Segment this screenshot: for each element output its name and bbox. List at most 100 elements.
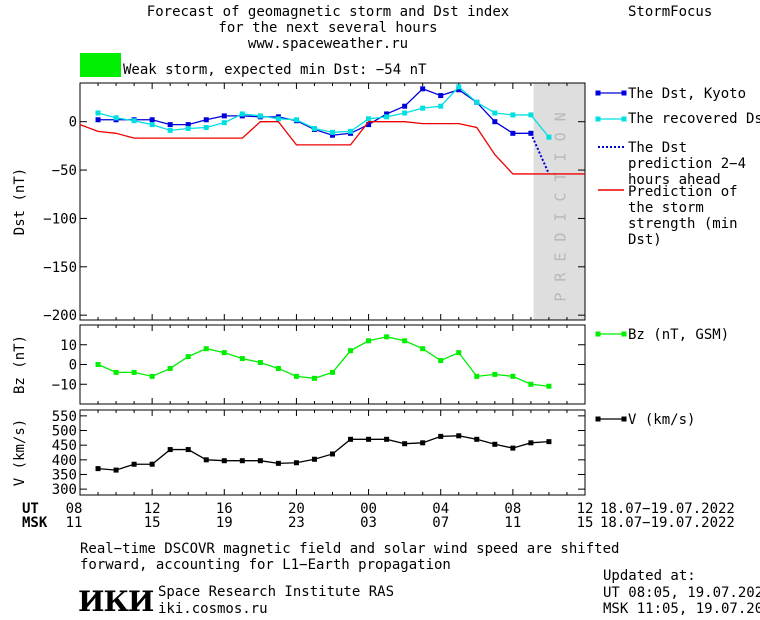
data-point: [131, 369, 137, 375]
data-point: [402, 110, 408, 116]
data-point: [366, 338, 372, 344]
ut-tick-label: 04: [432, 501, 450, 517]
data-point: [528, 440, 534, 446]
y-tick-label: −100: [43, 211, 77, 227]
data-point: [330, 369, 335, 375]
y-tick-label: 350: [52, 467, 77, 483]
data-point: [275, 460, 281, 466]
chart-title: Forecast of geomagnetic storm and Dst in…: [146, 4, 510, 20]
data-point: [438, 358, 444, 364]
data-point: [239, 111, 245, 117]
data-point: [311, 375, 317, 381]
data-point: [185, 125, 191, 131]
data-point: [492, 110, 498, 116]
data-point: [221, 120, 227, 126]
institute-url[interactable]: iki.cosmos.ru: [158, 601, 268, 617]
storm-status-text: Weak storm, expected min Dst: −54 nT: [123, 62, 427, 78]
y-tick-label: 0: [69, 115, 77, 131]
legend-marker-point: [595, 416, 601, 422]
data-point: [239, 356, 245, 362]
data-point: [95, 466, 101, 472]
data-point: [474, 99, 480, 105]
data-point: [149, 461, 155, 467]
legend-storm-strength: Prediction of the storm strength (min Ds…: [628, 184, 738, 248]
msk-tick-label: 07: [432, 515, 450, 531]
data-point: [492, 441, 498, 447]
legend-recovered-dst: The recovered Dst: [628, 111, 760, 127]
y-tick-label: 450: [52, 438, 77, 454]
prediction-label: PREDICTION: [551, 101, 569, 301]
data-point: [546, 134, 552, 140]
msk-tick-label: 23: [287, 515, 305, 531]
data-point: [528, 112, 534, 118]
data-point: [221, 458, 227, 464]
updated-msk: MSK 11:05, 19.07.2022: [603, 601, 760, 617]
data-point: [95, 362, 101, 367]
prediction-region: [533, 83, 585, 320]
data-point: [185, 447, 191, 453]
series-line-1: [97, 435, 549, 471]
storm-status-swatch: [80, 53, 121, 77]
data-point: [149, 117, 155, 123]
data-point: [185, 354, 191, 360]
data-point: [510, 373, 516, 379]
legend-marker-point: [595, 331, 601, 337]
ut-tick-label: 20: [287, 501, 305, 517]
msk-date-range: 18.07−19.07.2022: [600, 515, 735, 531]
iki-logo: ИКИ: [78, 588, 154, 616]
legend-speed: V (km/s): [628, 412, 696, 428]
data-point: [275, 116, 281, 122]
data-point: [203, 117, 209, 123]
data-point: [420, 86, 426, 92]
data-point: [311, 456, 317, 462]
msk-tick-label: 15: [576, 515, 594, 531]
legend-bz: Bz (nT, GSM): [628, 327, 730, 343]
data-point: [293, 117, 299, 123]
data-point: [95, 117, 101, 123]
data-point: [330, 132, 335, 138]
data-point: [167, 365, 173, 371]
y-tick-label: 300: [52, 482, 77, 498]
data-point: [167, 122, 173, 128]
data-point: [366, 116, 372, 122]
data-point: [402, 441, 408, 447]
propagation-note-line2: forward, accounting for L1−Earth propaga…: [80, 557, 451, 573]
y-tick-label: 10: [60, 338, 77, 354]
plot-frame: [79, 82, 586, 321]
data-point: [167, 127, 173, 133]
data-point: [275, 365, 281, 371]
data-point: [149, 373, 155, 379]
data-point: [438, 93, 444, 99]
data-point: [366, 436, 372, 442]
legend-dst-prediction: The Dst prediction 2−4 hours ahead: [628, 140, 747, 188]
legend-marker-point: [595, 90, 601, 96]
legend-dst-kyoto: The Dst, Kyoto: [628, 86, 747, 102]
data-point: [113, 115, 119, 121]
ut-tick-label: 12: [576, 501, 594, 517]
data-point: [402, 103, 408, 109]
y-tick-label: −50: [52, 163, 77, 179]
panel-2: 10 0 −10 Bz (nT): [12, 324, 627, 405]
data-point: [203, 457, 209, 463]
legend-marker-point: [621, 116, 627, 122]
data-point: [203, 124, 209, 130]
data-point: [257, 360, 263, 366]
series-line-1: [97, 336, 549, 387]
ut-tick-label: 08: [65, 501, 83, 517]
ut-tick-label: 12: [143, 501, 161, 517]
msk-tick-label: 11: [65, 515, 83, 531]
data-point: [456, 84, 462, 90]
website-link[interactable]: www.spaceweather.ru: [247, 36, 409, 52]
y-tick-label: 400: [52, 453, 77, 469]
y-axis-label: Bz (nT): [12, 335, 28, 394]
y-tick-label: −10: [52, 377, 77, 393]
panel-1: PREDICTION 0 −50 −100 −150 −200 Dst (nT): [12, 82, 627, 324]
chart-subtitle: for the next several hours: [218, 20, 438, 36]
data-point: [402, 338, 408, 344]
ut-date-range: 18.07−19.07.2022: [600, 501, 735, 517]
data-point: [384, 436, 390, 442]
data-point: [257, 113, 263, 119]
legend-marker-point: [621, 331, 627, 337]
legend-marker-point: [621, 416, 627, 422]
